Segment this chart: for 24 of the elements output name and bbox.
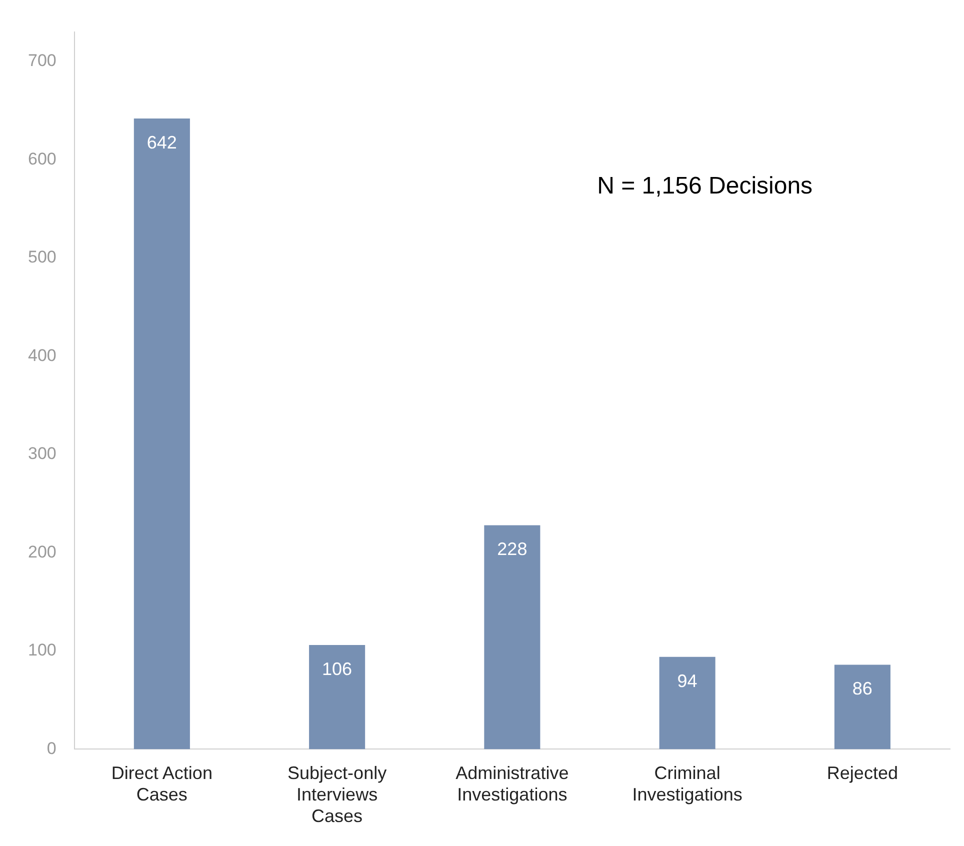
data-label: 228 [497, 539, 528, 560]
x-tick-label: Subject-only Interviews Cases [288, 762, 387, 826]
bar [484, 525, 540, 750]
x-tick-label: Administrative Investigations [456, 762, 569, 805]
y-tick-label: 600 [28, 149, 56, 168]
y-tick-label: 700 [28, 51, 56, 70]
annotation: N = 1,156 Decisions [597, 172, 813, 200]
bar [134, 118, 190, 750]
y-tick-label: 500 [28, 248, 56, 267]
y-tick-label: 100 [28, 640, 56, 660]
data-label: 106 [322, 659, 352, 680]
x-tick-label: Criminal Investigations [632, 762, 742, 805]
bar [309, 645, 366, 750]
data-label: 86 [852, 678, 872, 699]
bar [834, 664, 890, 750]
y-tick-label: 200 [28, 542, 56, 562]
y-tick-label: 400 [28, 346, 56, 365]
data-label: 642 [146, 132, 177, 152]
bar [659, 656, 716, 750]
y-tick-label: 300 [28, 444, 56, 464]
x-tick-label: Direct Action Cases [111, 762, 212, 805]
x-tick-label: Rejected [826, 762, 898, 783]
data-label: 94 [677, 670, 698, 691]
y-tick-label: 0 [46, 738, 56, 758]
